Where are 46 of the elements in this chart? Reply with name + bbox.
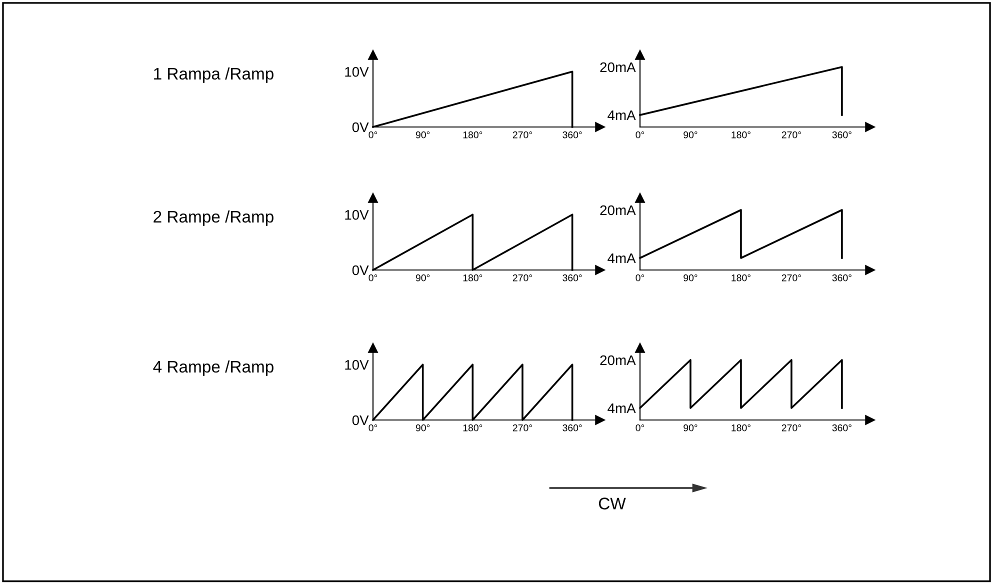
y-tick-label: 0V — [352, 415, 369, 426]
x-tick-label: 270° — [512, 424, 532, 432]
x-tick-label: 360° — [832, 274, 852, 282]
x-tick-label: 0° — [368, 274, 378, 282]
y-tick-label: 10V — [345, 360, 369, 370]
x-tick-label: 360° — [832, 424, 852, 432]
x-tick-label: 180° — [463, 131, 482, 138]
x-tick-label: 0° — [368, 131, 378, 138]
x-tick-label: 180° — [463, 274, 482, 282]
y-tick-label: 10V — [345, 210, 369, 220]
x-tick-label: 0° — [368, 424, 378, 432]
y-tick-label: 20mA — [600, 355, 636, 366]
x-tick-label: 90° — [684, 274, 698, 282]
x-tick-label: 0° — [636, 131, 644, 138]
text: 4 Rampe /Ramp — [153, 360, 274, 376]
x-tick-label: 180° — [732, 274, 750, 282]
x-tick-label: 90° — [684, 131, 698, 138]
x-tick-label: 360° — [562, 274, 582, 282]
y-tick-label: 10V — [345, 66, 369, 77]
x-tick-label: 90° — [416, 424, 430, 432]
y-tick-label: 4mA — [608, 403, 636, 414]
text: 1 Rampa /Ramp — [154, 67, 274, 83]
x-tick-label: 180° — [732, 131, 750, 138]
y-tick-label: 20mA — [600, 62, 636, 72]
x-tick-label: 270° — [782, 274, 801, 282]
x-tick-label: 180° — [732, 424, 750, 432]
y-tick-label: 0V — [352, 122, 369, 132]
x-tick-label: 360° — [562, 424, 582, 432]
x-tick-label: 180° — [463, 424, 482, 432]
y-tick-label: 20mA — [600, 205, 636, 216]
x-tick-label: 90° — [416, 274, 430, 282]
x-tick-label: 0° — [636, 424, 644, 432]
x-tick-label: 270° — [512, 131, 532, 138]
x-tick-label: 90° — [416, 131, 430, 138]
y-tick-label: 4mA — [608, 253, 636, 264]
x-tick-label: 360° — [562, 131, 582, 138]
y-tick-label: 0V — [352, 265, 369, 276]
x-tick-label: 270° — [782, 424, 801, 432]
text: 2 Rampe /Ramp — [154, 210, 274, 226]
x-tick-label: 270° — [782, 131, 801, 138]
x-tick-label: 270° — [512, 274, 532, 282]
y-tick-label: 4mA — [608, 110, 636, 120]
x-tick-label: 360° — [832, 131, 852, 138]
text: CW — [598, 498, 626, 510]
x-tick-label: 0° — [636, 274, 644, 282]
x-tick-label: 90° — [684, 424, 698, 432]
